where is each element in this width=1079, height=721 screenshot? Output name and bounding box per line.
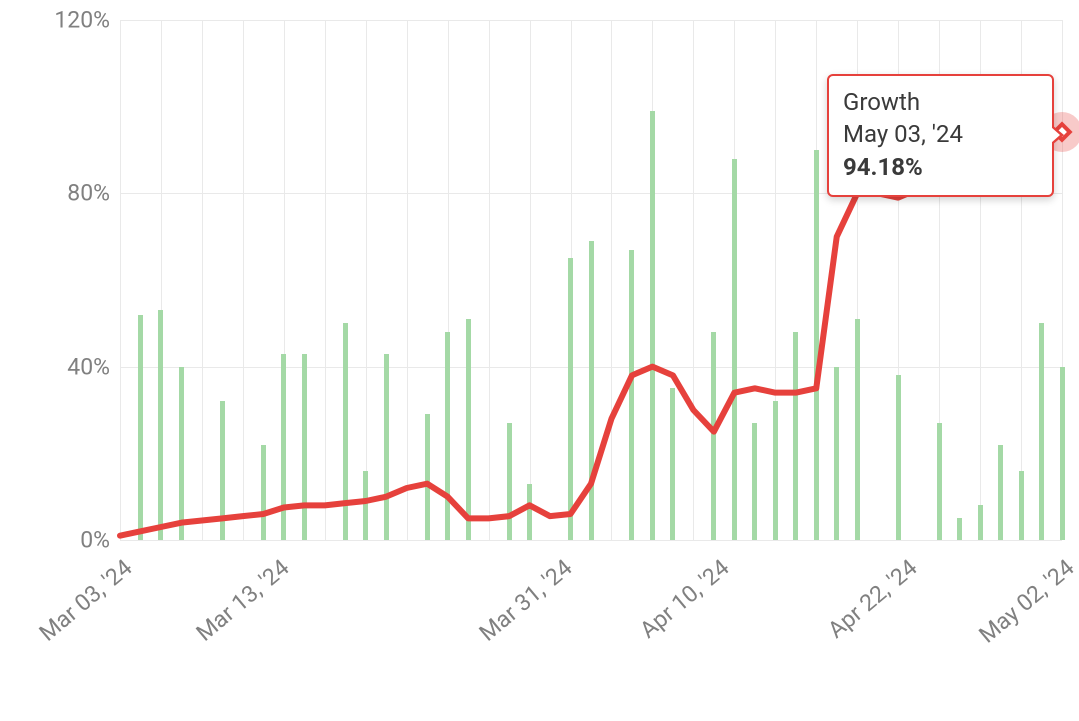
y-axis-tick-label: 80% xyxy=(67,180,120,207)
x-axis-tick-label: Apr 22, '24 xyxy=(823,554,923,644)
tooltip-date: May 03, '24 xyxy=(843,118,1038,150)
y-axis-tick-label: 40% xyxy=(67,353,120,380)
grid-line-horizontal xyxy=(120,540,1062,541)
plot-area: 0%40%80%120%Mar 03, '24Mar 13, '24Mar 31… xyxy=(120,20,1062,540)
tooltip-title: Growth xyxy=(843,86,1038,118)
x-axis-tick-label: May 02, '24 xyxy=(974,554,1079,649)
y-axis-tick-label: 0% xyxy=(80,527,120,554)
tooltip-value: 94.18% xyxy=(843,151,1038,183)
x-axis-tick-label: Apr 10, '24 xyxy=(634,554,734,644)
y-axis-tick-label: 120% xyxy=(54,7,120,34)
tooltip: GrowthMay 03, '2494.18% xyxy=(827,74,1054,197)
x-axis-tick-label: Mar 03, '24 xyxy=(34,554,137,647)
x-axis-tick-label: Mar 13, '24 xyxy=(191,554,294,647)
x-axis-tick-label: Mar 31, '24 xyxy=(474,554,577,647)
tooltip-caret-inner-icon xyxy=(1051,127,1060,143)
growth-chart: 0% 40% 80% 120% Mar 03, '24 Mar 13, '24 Mar 31… xyxy=(0,0,1079,721)
